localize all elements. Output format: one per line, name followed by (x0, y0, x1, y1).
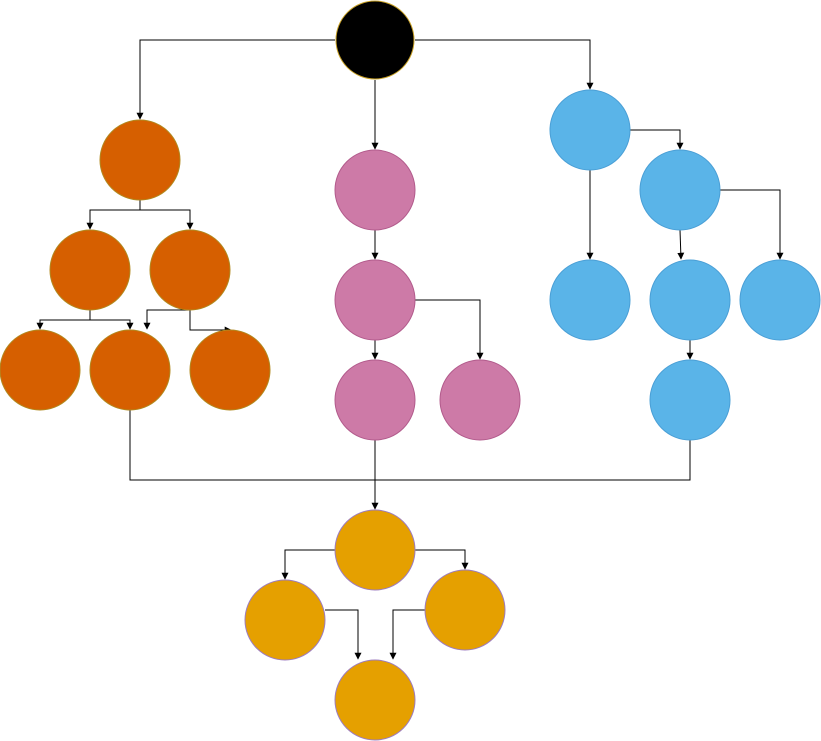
edges (36, 39, 784, 660)
node (89, 329, 171, 411)
edge (325, 609, 362, 660)
node (334, 149, 416, 231)
node (0, 329, 81, 411)
node (424, 569, 506, 651)
edge (140, 209, 194, 230)
node (649, 259, 731, 341)
node (334, 359, 416, 441)
edge (415, 39, 594, 90)
node (99, 119, 181, 201)
edge (415, 549, 469, 570)
edge (677, 229, 685, 260)
edge (720, 189, 784, 260)
node (49, 229, 131, 311)
node (334, 659, 416, 741)
node (549, 259, 631, 341)
root-node (335, 0, 415, 80)
node (189, 329, 271, 411)
node (439, 359, 521, 441)
node (649, 359, 731, 441)
node (149, 229, 231, 311)
edge (90, 319, 134, 330)
node (739, 259, 821, 341)
edge (86, 200, 141, 230)
edge (36, 310, 91, 330)
edge (630, 129, 684, 150)
node (334, 509, 416, 591)
edge (143, 309, 190, 330)
node (639, 149, 721, 231)
edge (389, 609, 425, 660)
node (549, 89, 631, 171)
edge (189, 310, 232, 334)
node (244, 579, 326, 661)
edge (415, 299, 484, 360)
edge (136, 39, 335, 120)
edge (281, 549, 335, 580)
edge (129, 410, 691, 481)
node (334, 259, 416, 341)
